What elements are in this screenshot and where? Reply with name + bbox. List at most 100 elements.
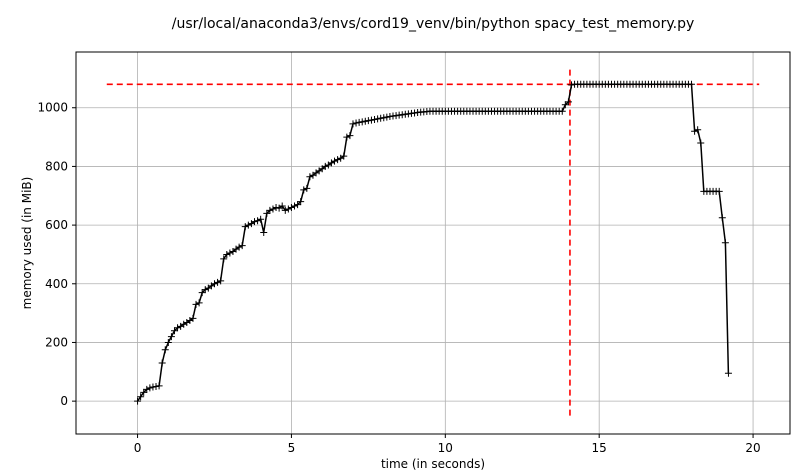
data-point (346, 132, 354, 140)
chart-title: /usr/local/anaconda3/envs/cord19_venv/bi… (172, 16, 695, 32)
data-point (383, 113, 391, 121)
data-point (158, 359, 166, 367)
data-point (715, 187, 723, 195)
y-tick-label: 600 (45, 218, 68, 232)
data-point (254, 217, 262, 225)
data-point (349, 120, 357, 128)
y-tick-label: 200 (45, 335, 68, 349)
data-point (291, 202, 299, 210)
data-point (287, 203, 295, 211)
data-point (374, 115, 382, 123)
data-point (143, 385, 151, 393)
data-point (140, 388, 148, 396)
data-point (260, 228, 268, 236)
data-point (272, 203, 280, 211)
y-tick-label: 0 (60, 394, 68, 408)
data-point (167, 333, 175, 341)
data-point (558, 107, 566, 115)
x-tick-label: 15 (592, 441, 607, 455)
data-point (210, 280, 218, 288)
data-point (294, 201, 302, 209)
data-point (146, 384, 154, 392)
data-point (152, 382, 160, 390)
data-point (334, 156, 342, 164)
data-point (192, 300, 200, 308)
data-point (404, 110, 412, 118)
data-point (161, 346, 169, 354)
data-point (223, 250, 231, 258)
data-point (352, 119, 360, 127)
data-point (340, 152, 348, 160)
data-point (358, 118, 366, 126)
data-point (327, 159, 335, 167)
y-axis-label: memory used (in MiB) (20, 177, 34, 310)
data-point (694, 126, 702, 134)
data-point (257, 215, 265, 223)
grid (76, 52, 790, 434)
data-point (321, 162, 329, 170)
data-point (380, 114, 388, 122)
data-point (263, 209, 271, 217)
data-point (269, 205, 277, 213)
data-point (303, 184, 311, 192)
data-point (149, 383, 157, 391)
data-point (238, 242, 246, 250)
data-point (251, 218, 258, 226)
data-point (297, 198, 305, 206)
data-point (284, 205, 292, 213)
data-point (371, 115, 379, 123)
data-point (411, 109, 419, 117)
memory-series-line (136, 83, 730, 402)
data-point (137, 393, 145, 401)
data-point (235, 243, 243, 251)
data-point (392, 112, 400, 120)
axes-frame (75, 51, 791, 435)
data-point (201, 286, 209, 294)
data-point (244, 221, 252, 229)
x-tick-label: 10 (438, 441, 453, 455)
data-point (567, 81, 575, 89)
data-point (300, 186, 308, 194)
data-point (355, 118, 363, 126)
data-point (691, 127, 699, 135)
data-point (364, 117, 372, 125)
plot-area (106, 69, 760, 418)
data-point (564, 98, 572, 106)
data-point (561, 101, 569, 109)
x-tick-label: 0 (134, 441, 142, 455)
data-point (198, 289, 206, 297)
data-point (189, 314, 197, 322)
data-point (697, 139, 705, 147)
data-point (398, 111, 406, 119)
data-point (220, 255, 228, 263)
data-point (688, 80, 696, 88)
data-point (377, 114, 385, 122)
data-point (386, 113, 394, 121)
data-point (155, 382, 163, 390)
data-point (718, 214, 726, 222)
data-point (278, 202, 286, 210)
data-point (343, 133, 351, 141)
data-point (180, 320, 188, 328)
data-point (721, 239, 729, 247)
data-point (195, 299, 203, 307)
data-point (331, 157, 339, 165)
data-point (174, 324, 182, 332)
y-tick-label: 1000 (37, 101, 68, 115)
y-tick-label: 400 (45, 277, 68, 291)
data-point (281, 206, 289, 214)
data-point (361, 117, 369, 125)
x-axis-label: time (in seconds) (381, 457, 485, 471)
data-point (226, 249, 234, 257)
x-tick-label: 20 (745, 441, 760, 455)
data-point (214, 278, 222, 286)
data-point (134, 397, 142, 405)
data-point (241, 223, 249, 231)
x-tick-label: 5 (288, 441, 296, 455)
data-point (306, 173, 314, 181)
data-point (724, 369, 732, 377)
data-point (170, 327, 178, 335)
data-point (266, 206, 274, 214)
